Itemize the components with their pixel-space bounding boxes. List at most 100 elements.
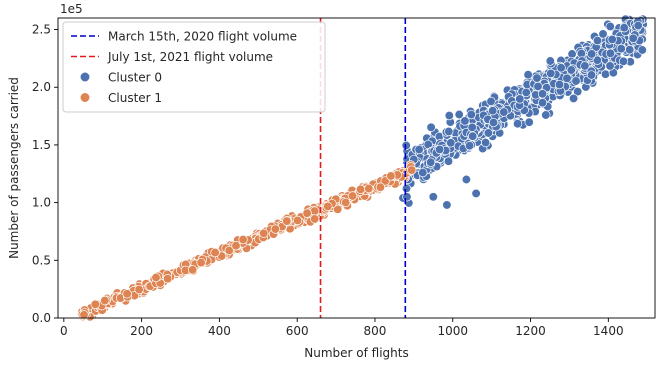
data-point — [134, 284, 144, 295]
data-point — [545, 56, 555, 66]
data-point — [460, 116, 470, 126]
x-tick-label: 1400 — [593, 324, 624, 338]
data-point — [537, 98, 548, 108]
data-point — [562, 73, 572, 83]
legend-marker — [79, 92, 91, 103]
data-point — [499, 107, 509, 117]
data-point — [521, 87, 531, 98]
data-point — [224, 245, 234, 256]
data-point — [554, 79, 565, 90]
legend-label: March 15th, 2020 flight volume — [108, 30, 297, 44]
x-tick-label: 800 — [364, 324, 387, 338]
data-point — [444, 110, 454, 121]
data-point — [483, 128, 494, 138]
data-point — [355, 184, 366, 194]
axes: 0 200 400 600 800 1000 1200 1400 0.0 0.5 1.0 1.5 2.0… — [32, 17, 656, 338]
data-point — [515, 94, 525, 104]
data-point — [607, 34, 617, 45]
data-point — [598, 29, 608, 39]
data-point — [537, 89, 548, 99]
data-point — [605, 21, 615, 32]
x-tick-label: 600 — [286, 324, 309, 338]
data-point — [524, 117, 534, 127]
data-point — [122, 289, 132, 299]
data-point — [605, 48, 616, 58]
data-point — [442, 200, 452, 210]
data-point — [523, 70, 533, 80]
data-point — [426, 122, 436, 132]
data-point — [616, 44, 626, 54]
y-tick-label: 1.5 — [32, 138, 51, 152]
legend-box — [62, 21, 326, 113]
data-point — [364, 183, 374, 194]
data-point — [625, 45, 635, 55]
y-tick-label: 1.0 — [32, 196, 51, 210]
x-tick-label: 0 — [60, 324, 68, 338]
data-point — [568, 93, 579, 104]
data-point — [347, 191, 358, 201]
data-point — [79, 310, 89, 320]
x-axis-label: Number of flights — [304, 346, 408, 360]
data-point — [375, 182, 386, 192]
data-point — [480, 137, 491, 148]
data-point — [401, 183, 412, 194]
data-point — [196, 257, 206, 268]
data-point — [418, 167, 428, 178]
legend-marker — [79, 71, 91, 83]
legend-label: Cluster 1 — [108, 91, 162, 105]
x-tick-label: 1000 — [437, 324, 468, 338]
legend-label: July 1st, 2021 flight volume — [107, 50, 273, 64]
data-point — [464, 141, 475, 151]
legend-label: Cluster 0 — [108, 71, 162, 85]
data-point — [468, 131, 478, 141]
data-point — [454, 109, 464, 120]
data-point — [488, 106, 498, 116]
data-point — [618, 56, 629, 66]
data-point — [466, 109, 476, 120]
data-point — [151, 272, 161, 283]
data-point — [541, 110, 551, 120]
data-point — [310, 206, 320, 216]
data-point — [619, 23, 629, 33]
data-point — [573, 86, 583, 97]
data-point — [486, 96, 496, 107]
y-axis-label: Number of passengers carried — [7, 77, 21, 259]
data-point — [414, 144, 424, 155]
data-point — [386, 171, 396, 181]
y-tick-label: 0.5 — [32, 253, 51, 267]
data-point — [210, 247, 220, 258]
y-scale-label: 1e5 — [60, 2, 83, 16]
data-point — [231, 241, 241, 251]
data-point — [580, 61, 590, 71]
data-point — [401, 140, 411, 151]
data-point — [444, 126, 454, 137]
data-point — [605, 61, 615, 71]
data-point — [100, 295, 110, 306]
data-point — [532, 73, 542, 83]
axes-frame — [57, 17, 656, 319]
data-point — [461, 174, 472, 185]
data-point — [633, 20, 643, 31]
data-point — [434, 144, 445, 155]
data-point — [443, 156, 454, 166]
data-point — [187, 265, 198, 275]
x-tick-label: 200 — [130, 324, 153, 338]
y-tick-label: 2.5 — [32, 23, 51, 37]
data-point — [592, 35, 603, 46]
data-point — [637, 45, 647, 55]
data-point — [270, 224, 281, 234]
data-point — [162, 274, 173, 284]
data-point — [566, 65, 576, 75]
data-point — [341, 197, 351, 208]
data-point — [546, 68, 556, 79]
data-point — [426, 157, 436, 167]
x-tick-label: 400 — [208, 324, 231, 338]
y-tick-label: 2.0 — [32, 80, 51, 94]
data-point — [259, 228, 269, 238]
data-point — [571, 76, 581, 86]
data-point — [90, 299, 100, 309]
data-point — [628, 33, 638, 43]
data-point — [302, 208, 312, 218]
y-tick-label: 0.0 — [32, 311, 51, 325]
